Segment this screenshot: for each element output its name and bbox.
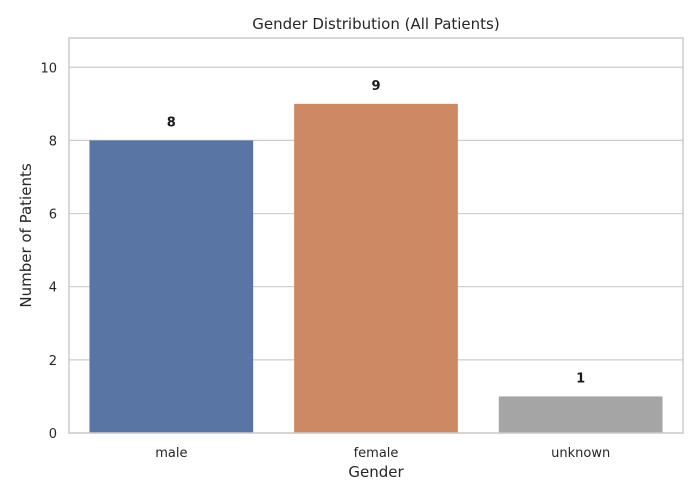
x-axis-ticks: male female unknown — [155, 446, 610, 461]
x-axis-label: Gender — [348, 463, 404, 481]
y-tick-label: 8 — [49, 134, 57, 149]
y-tick-label: 6 — [49, 208, 57, 223]
chart-title: Gender Distribution (All Patients) — [252, 15, 499, 33]
x-tick-label: unknown — [551, 446, 610, 461]
bars — [89, 103, 663, 433]
y-tick-label: 10 — [40, 61, 57, 76]
bar-value-labels: 8 9 1 — [167, 79, 585, 387]
y-tick-label: 2 — [49, 354, 57, 369]
y-axis-label: Number of Patients — [17, 163, 35, 307]
plot-frame — [68, 37, 684, 434]
x-tick-label: female — [354, 446, 399, 461]
x-tick-label: male — [155, 446, 187, 461]
bar-female — [294, 103, 458, 433]
bar-value-label: 1 — [576, 371, 585, 386]
bar-value-label: 9 — [371, 79, 380, 94]
bar-value-label: 8 — [167, 115, 176, 130]
bar-male — [89, 140, 254, 433]
y-axis-ticks: 0 2 4 6 8 10 — [40, 61, 57, 442]
y-tick-label: 0 — [49, 427, 57, 442]
y-tick-label: 4 — [49, 281, 57, 296]
bar-unknown — [498, 396, 663, 433]
